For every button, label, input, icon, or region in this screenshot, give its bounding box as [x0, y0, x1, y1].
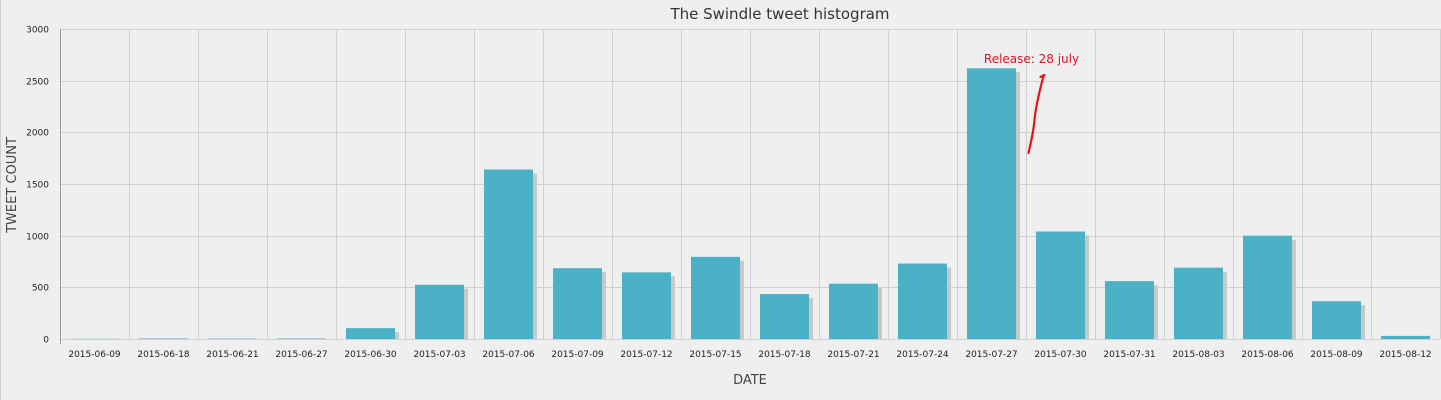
y-tick-label: 500 [32, 284, 49, 294]
annotations: Release: 28 july [984, 52, 1079, 155]
annotation-arrow-stroke [1027, 74, 1045, 155]
bar-2015-07-31 [1105, 281, 1154, 339]
chart-title: The Swindle tweet histogram [669, 5, 889, 23]
axes: 0 500 1000 1500 2000 2500 3000 2015-06-09 2015-0… [26, 26, 1432, 361]
y-tick-label: 1500 [26, 181, 49, 191]
x-tick-label: 2015-07-21 [827, 350, 879, 360]
y-axis-title: TWEET COUNT [5, 137, 20, 234]
x-tick-label: 2015-07-31 [1103, 350, 1155, 360]
bar-2015-07-21 [829, 283, 878, 339]
x-tick-label: 2015-07-18 [758, 350, 811, 360]
bars [70, 68, 1430, 340]
bar-2015-07-03 [415, 284, 464, 339]
bar-2015-08-12 [1381, 335, 1430, 339]
y-tick-label: 2000 [26, 129, 49, 139]
bar-2015-08-06 [1243, 235, 1292, 339]
y-tick-label: 2500 [26, 78, 49, 88]
x-axis-title: DATE [733, 373, 767, 388]
x-tick-label: 2015-06-27 [275, 350, 327, 360]
bar-2015-07-27 [967, 68, 1016, 340]
x-tick-label: 2015-08-09 [1310, 350, 1363, 360]
x-tick-label: 2015-08-06 [1241, 350, 1294, 360]
x-tick-label: 2015-07-09 [551, 350, 604, 360]
x-tick-label: 2015-07-03 [413, 350, 465, 360]
bar-2015-07-12 [622, 272, 671, 339]
bar-2015-07-30 [1036, 231, 1085, 339]
x-tick-label: 2015-07-27 [965, 350, 1017, 360]
annotation-label: Release: 28 july [984, 52, 1079, 66]
x-tick-label: 2015-07-12 [620, 350, 672, 360]
x-tick-label: 2015-06-30 [344, 350, 397, 360]
bar-2015-08-03 [1174, 267, 1223, 339]
bar-2015-08-09 [1312, 301, 1361, 339]
bar-2015-07-18 [760, 294, 809, 339]
x-tick-label: 2015-08-12 [1379, 350, 1431, 360]
x-tick-label: 2015-07-15 [689, 350, 741, 360]
bar-2015-07-24 [898, 263, 947, 339]
x-tick-label: 2015-08-03 [1172, 350, 1224, 360]
grid [60, 29, 1441, 340]
bar-2015-07-06 [484, 169, 533, 339]
bar-2015-06-27 [277, 338, 326, 339]
y-tick-label: 0 [43, 336, 49, 346]
y-tick-label: 1000 [26, 233, 49, 243]
x-tick-label: 2015-06-09 [68, 350, 121, 360]
x-tick-label: 2015-06-18 [137, 350, 190, 360]
bar-2015-07-09 [553, 268, 602, 339]
x-tick-label: 2015-07-30 [1034, 350, 1087, 360]
x-tick-label: 2015-06-21 [206, 350, 258, 360]
annotation-arrow-tip [1039, 73, 1046, 79]
bar-2015-06-30 [346, 328, 395, 339]
bar-2015-07-15 [691, 256, 740, 339]
x-tick-label: 2015-07-06 [482, 350, 535, 360]
bar-2015-06-18 [139, 338, 188, 339]
y-tick-label: 3000 [26, 26, 49, 36]
x-tick-label: 2015-07-24 [896, 350, 949, 360]
